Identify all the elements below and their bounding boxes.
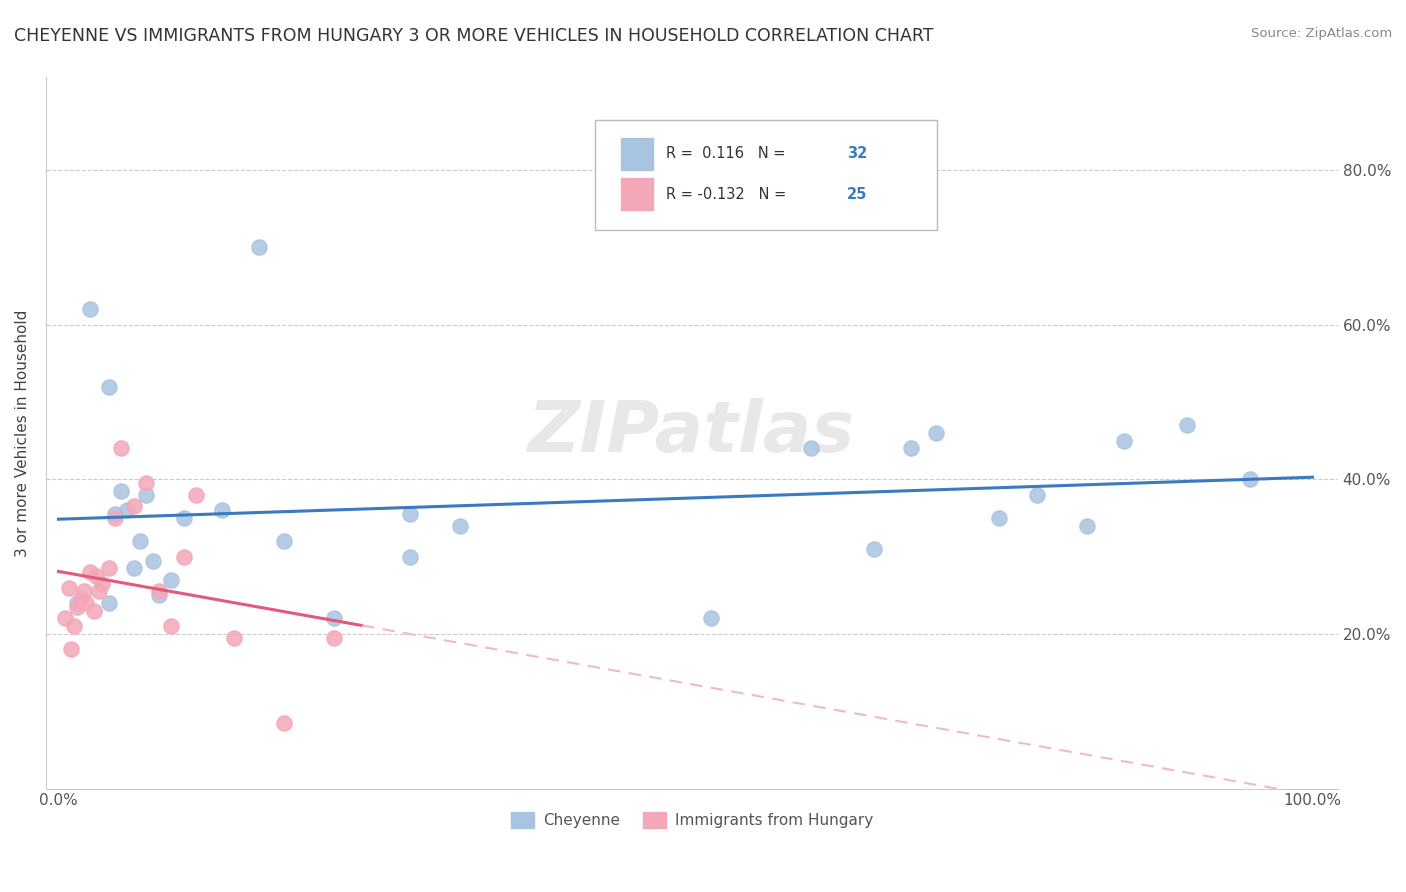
Point (1175, 418, 1198, 433)
Text: 25: 25 (846, 187, 868, 202)
Point (862, 541, 884, 556)
Point (58, 581, 80, 595)
Point (97, 379, 120, 393)
Point (97, 561, 120, 575)
Point (398, 507, 420, 521)
Point (87, 584, 110, 599)
Point (222, 631, 245, 645)
Point (72, 584, 94, 599)
Point (79, 302, 101, 317)
Point (122, 500, 145, 514)
Point (135, 488, 157, 502)
Point (84, 569, 107, 583)
Point (79, 565, 101, 579)
Point (60, 642, 83, 657)
Point (247, 240, 270, 254)
Point (323, 611, 346, 625)
FancyBboxPatch shape (595, 120, 938, 230)
Point (110, 442, 132, 456)
Point (104, 511, 127, 525)
Point (186, 488, 208, 502)
Point (211, 503, 233, 517)
Point (53, 611, 76, 625)
Point (83, 604, 105, 618)
Point (1239, 472, 1261, 486)
Point (699, 611, 721, 625)
Point (117, 503, 139, 517)
Text: CHEYENNE VS IMMIGRANTS FROM HUNGARY 3 OR MORE VEHICLES IN HOUSEHOLD CORRELATION : CHEYENNE VS IMMIGRANTS FROM HUNGARY 3 OR… (14, 27, 934, 45)
Point (1114, 434, 1136, 448)
Point (66, 599, 89, 614)
Point (148, 588, 170, 602)
Point (142, 553, 165, 567)
Point (129, 534, 152, 549)
Point (988, 511, 1011, 525)
Point (97, 596, 120, 610)
Point (148, 584, 170, 599)
Point (91, 576, 114, 591)
Point (70, 592, 93, 607)
Bar (621, 138, 652, 169)
Point (160, 619, 183, 633)
Point (900, 442, 922, 456)
Point (122, 561, 145, 575)
Point (173, 549, 195, 564)
Bar (621, 178, 652, 211)
Text: 32: 32 (846, 146, 868, 161)
Point (398, 549, 420, 564)
Point (75, 596, 97, 610)
Point (173, 511, 195, 525)
Point (800, 442, 823, 456)
Point (160, 573, 183, 587)
Point (323, 631, 346, 645)
Point (110, 483, 132, 498)
Text: ZIPatlas: ZIPatlas (529, 399, 855, 467)
Point (66, 596, 89, 610)
Point (104, 507, 127, 521)
Point (449, 518, 471, 533)
Point (273, 715, 295, 730)
Legend: Cheyenne, Immigrants from Hungary: Cheyenne, Immigrants from Hungary (505, 806, 879, 834)
Point (1076, 518, 1098, 533)
Text: R = -0.132   N =: R = -0.132 N = (666, 187, 790, 202)
Point (925, 425, 948, 440)
Point (62, 619, 84, 633)
Point (1025, 488, 1047, 502)
Text: Source: ZipAtlas.com: Source: ZipAtlas.com (1251, 27, 1392, 40)
Text: R =  0.116   N =: R = 0.116 N = (666, 146, 790, 161)
Point (135, 476, 157, 491)
Point (273, 534, 295, 549)
Y-axis label: 3 or more Vehicles in Household: 3 or more Vehicles in Household (15, 310, 30, 557)
